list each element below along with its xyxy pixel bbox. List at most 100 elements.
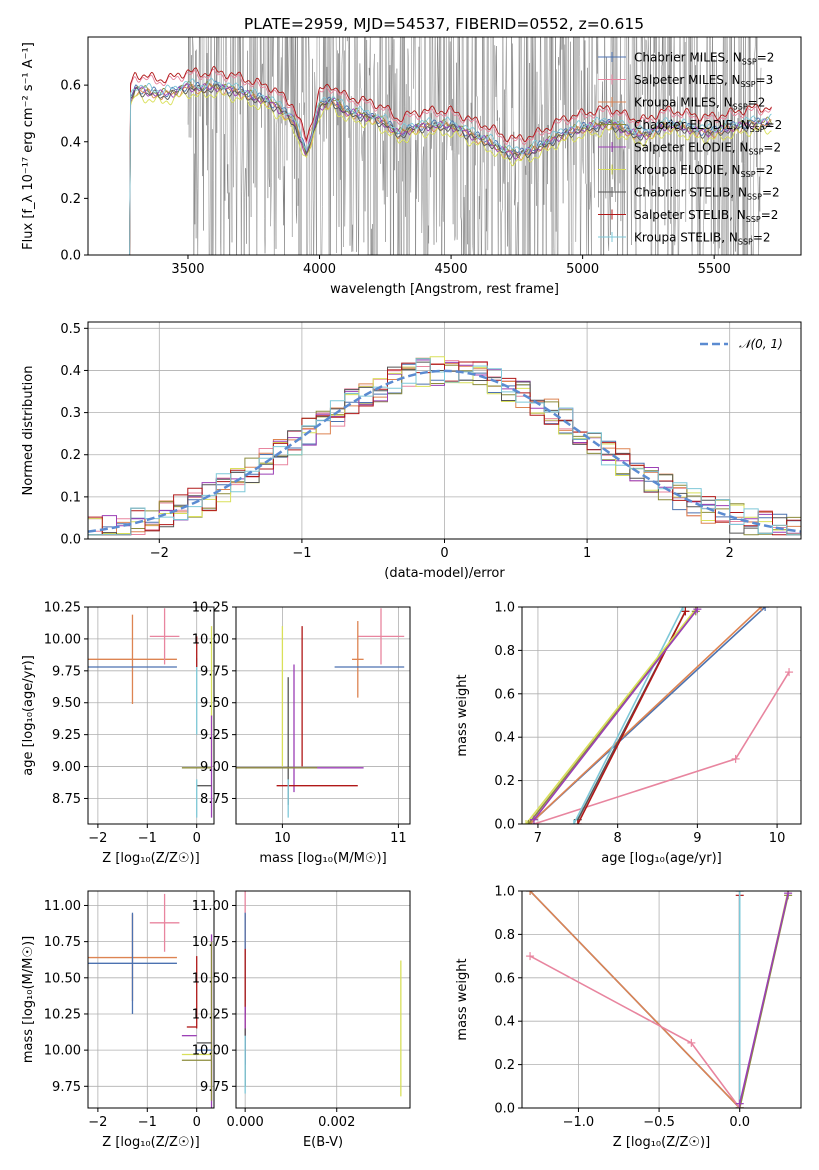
y-tick-label: 1.0 <box>494 601 515 616</box>
plot-area-age_vs_Z <box>88 607 214 824</box>
figure-title: PLATE=2959, MJD=54537, FIBERID=0552, z=0… <box>244 15 644 33</box>
y-tick-label: 0.4 <box>60 364 81 379</box>
y-tick-label: 0.2 <box>494 1058 515 1073</box>
x-tick-label: 8 <box>614 831 622 846</box>
y-tick-label: 10.25 <box>44 601 81 616</box>
y-axis-label: Flux [f_λ 10⁻¹⁷ erg cm⁻² s⁻¹ A⁻¹] <box>21 42 36 250</box>
y-axis-label: mass [log₁₀(M/M☉)] <box>21 936 36 1063</box>
x-tick-label: 0.000 <box>227 1115 264 1130</box>
x-axis-label: mass [log₁₀(M/M☉)] <box>259 851 386 866</box>
model-line-5 <box>106 83 772 255</box>
mass-weight-line-2 <box>529 607 762 824</box>
model-line-4 <box>106 80 772 255</box>
legend-label-9: Kroupa STELIB, NSSP=2 <box>634 231 771 247</box>
y-axis-label: Normed distribution <box>21 366 36 496</box>
x-tick-label: −1 <box>138 831 157 846</box>
plot-area-mass_weight_vs_Z <box>522 891 801 1108</box>
panel-age_vs_mass: 10 11 8.75 9.00 9.25 9.50 9.75 10.00 10.25 mass [… <box>192 601 411 866</box>
y-tick-label: 0.8 <box>494 928 515 943</box>
axes-frame <box>521 606 802 825</box>
x-tick-label: −2 <box>88 831 107 846</box>
x-tick-label: −1 <box>292 546 311 561</box>
marker-plus <box>731 754 740 763</box>
marker-plus <box>784 891 793 898</box>
x-tick-label: 4000 <box>303 262 336 277</box>
x-tick-label: 0.0 <box>729 1115 750 1130</box>
mass-weight-line-2 <box>529 891 741 1108</box>
x-tick-label: 5000 <box>566 262 599 277</box>
legend-label-1: Chabrier MILES, NSSP=2 <box>634 51 774 67</box>
y-tick-label: 10.25 <box>44 1007 81 1022</box>
y-tick-label: 10.75 <box>44 935 81 950</box>
y-axis-label: age [log₁₀(age/yr)] <box>21 655 36 776</box>
y-tick-label: 9.75 <box>52 664 81 679</box>
y-tick-label: 10.25 <box>192 601 229 616</box>
x-tick-label: 5500 <box>698 262 731 277</box>
y-tick-label: 0.2 <box>494 774 515 789</box>
mass-weight-line-3 <box>529 955 741 1108</box>
y-tick-label: 10.50 <box>44 971 81 986</box>
legend-label-8: Salpeter STELIB, NSSP=2 <box>634 208 778 224</box>
model-line-2 <box>106 69 772 255</box>
y-tick-label: 0.0 <box>494 1102 515 1117</box>
marker-plus <box>785 668 794 677</box>
marker-plus <box>522 820 530 824</box>
x-tick-label: 10 <box>769 831 786 846</box>
y-tick-label: 8.75 <box>52 792 81 807</box>
y-tick-label: 0.5 <box>60 322 81 337</box>
errorbar-point-1 <box>149 893 180 952</box>
axes-frame <box>87 36 802 256</box>
legend-label-2: Salpeter MILES, NSSP=3 <box>634 73 773 89</box>
y-tick-label: 1.0 <box>494 885 515 900</box>
x-tick-label: 9 <box>693 831 701 846</box>
x-tick-label: −1.0 <box>563 1115 595 1130</box>
axes-frame <box>87 606 215 825</box>
plot-area-mass_vs_ebv <box>236 891 410 1108</box>
mass-weight-line-7 <box>525 607 699 824</box>
mass-weight-line-3 <box>533 671 790 824</box>
errorbar-point-2 <box>352 621 364 698</box>
x-axis-label: wavelength [Angstrom, rest frame] <box>330 282 559 297</box>
x-axis-label: Z [log₁₀(Z/Z☉)] <box>613 1135 710 1150</box>
mass-weight-line-9 <box>738 893 789 1104</box>
x-tick-label: 0 <box>193 1115 201 1130</box>
y-tick-label: 0.2 <box>60 448 81 463</box>
y-tick-label: 0.0 <box>60 533 81 548</box>
x-axis-label: age [log₁₀(age/yr)] <box>601 851 722 866</box>
panel-mass_weight_vs_Z: −1.0 −0.5 0.0 0.0 0.2 0.4 0.6 0.8 1.0 Z [log₁₀(Z/… <box>455 885 802 1150</box>
x-tick-label: 0 <box>193 831 201 846</box>
y-tick-label: 0.0 <box>60 249 81 264</box>
y-tick-label: 9.75 <box>200 1080 229 1095</box>
marker-plus <box>735 891 744 895</box>
y-tick-label: 10.50 <box>192 971 229 986</box>
axes-frame <box>87 890 215 1109</box>
y-tick-label: 9.75 <box>200 664 229 679</box>
panel-residuals: −2 −1 0 1 2 0.0 0.1 0.2 0.3 0.4 0.5 (data-model)/er… <box>21 321 802 581</box>
marker-plus <box>693 607 702 614</box>
mass-weight-line-9 <box>533 608 699 821</box>
x-axis-label: Z [log₁₀(Z/Z☉)] <box>102 851 199 866</box>
y-tick-label: 9.75 <box>52 1080 81 1095</box>
y-tick-label: 11.00 <box>192 899 229 914</box>
legend-normal-label: 𝒩(0, 1) <box>739 337 783 351</box>
observed-spectrum-line <box>187 37 762 255</box>
y-tick-label: 0.2 <box>60 192 81 207</box>
x-tick-label: −2 <box>150 546 169 561</box>
y-tick-label: 10.75 <box>192 935 229 950</box>
x-tick-label: 7 <box>534 831 542 846</box>
x-tick-label: 4500 <box>435 262 468 277</box>
panel-mass_vs_ebv: 0.000 0.002 9.75 10.00 10.25 10.50 10.75 11.00 E… <box>192 890 411 1150</box>
x-tick-label: 0 <box>440 546 448 561</box>
plot-area-age_vs_mass <box>236 607 410 824</box>
y-tick-label: 0.8 <box>494 644 515 659</box>
marker-plus <box>526 952 535 961</box>
y-tick-label: 0.4 <box>60 135 81 150</box>
y-tick-label: 0.4 <box>494 1015 515 1030</box>
y-tick-label: 9.25 <box>52 728 81 743</box>
x-axis-label: E(B-V) <box>303 1135 343 1150</box>
legend-label-4: Chabrier ELODIE, NSSP=2 <box>634 118 782 134</box>
x-tick-label: 2 <box>726 546 734 561</box>
y-tick-label: 0.6 <box>60 79 81 94</box>
plot-area-spectrum <box>106 37 772 255</box>
